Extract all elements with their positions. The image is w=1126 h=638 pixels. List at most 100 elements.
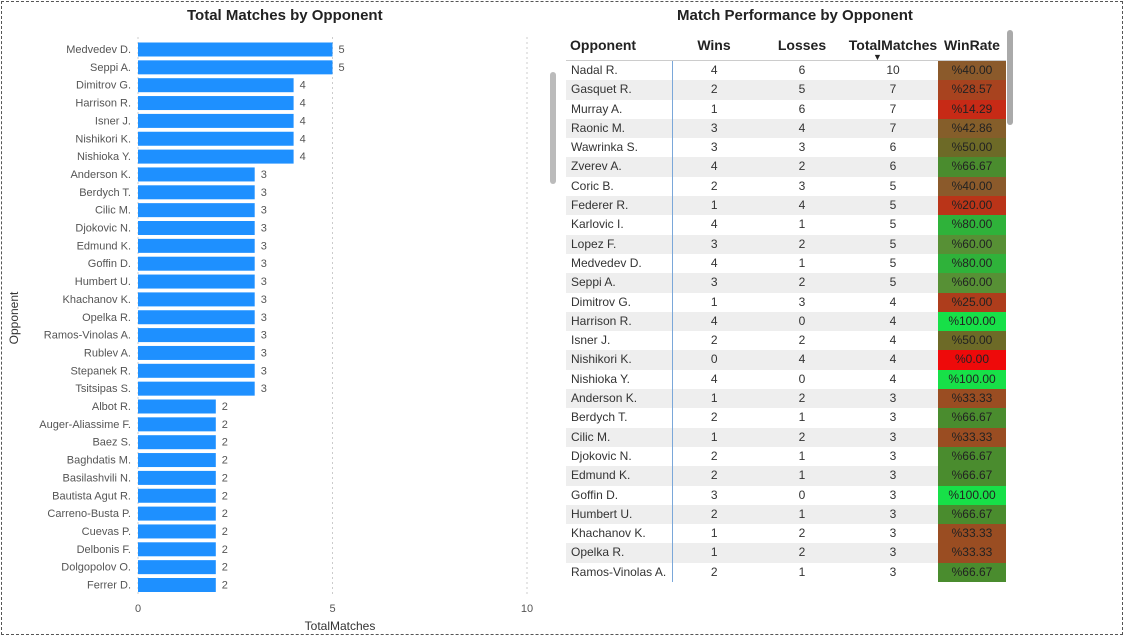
table-row[interactable]: Raonic M. 3 4 7 %42.86	[566, 118, 1006, 139]
cell-opponent: Seppi A.	[566, 273, 673, 293]
bar-value-label: 3	[261, 169, 267, 181]
table-row[interactable]: Federer R. 1 4 5 %20.00	[566, 196, 1006, 216]
bar	[138, 203, 255, 218]
bar	[138, 542, 216, 557]
cell-winrate: %33.33	[938, 389, 1006, 409]
cell-winrate: %80.00	[938, 253, 1006, 274]
cell-opponent: Gasquet R.	[566, 80, 673, 100]
y-category-label: Harrison R.	[75, 98, 131, 110]
bar	[138, 506, 216, 521]
table-row[interactable]: Isner J. 2 2 4 %50.00	[566, 331, 1006, 351]
cell-opponent: Humbert U.	[566, 504, 673, 525]
bar	[138, 488, 216, 503]
cell-losses: 1	[798, 410, 806, 425]
cell-winrate: %66.67	[938, 504, 1006, 525]
table-row[interactable]: Ramos-Vinolas A. 2 1 3 %66.67	[566, 562, 1006, 583]
column-header-opponent[interactable]: Opponent	[566, 30, 672, 61]
cell-total-matches: 5	[848, 196, 938, 216]
cell-winrate: %60.00	[938, 234, 1006, 254]
cell-losses: 1	[798, 564, 806, 579]
y-category-label: Berdych T.	[79, 187, 131, 199]
sort-descending-icon[interactable]: ▼	[873, 52, 882, 62]
table-row[interactable]: Edmund K. 2 1 3 %66.67	[566, 466, 1006, 486]
cell-total-matches: 7	[889, 101, 897, 116]
table-row[interactable]: Coric B. 2 3 5 %40.00	[566, 176, 1006, 197]
table-row[interactable]: Wawrinka S. 3 3 6 %50.00	[566, 138, 1006, 158]
table-row[interactable]: Dimitrov G. 1 3 4 %25.00	[566, 292, 1006, 312]
column-header-losses[interactable]: Losses	[756, 30, 848, 61]
table-row[interactable]: Berdych T. 2 1 3 %66.67	[566, 408, 1006, 428]
cell-winrate: %100.00	[938, 485, 1006, 505]
cell-opponent: Isner J.	[566, 331, 673, 351]
bar-chart-scrollbar-thumb[interactable]	[550, 72, 556, 184]
cell-losses: 2	[756, 427, 848, 447]
bar	[138, 399, 216, 414]
table-row[interactable]: Zverev A. 4 2 6 %66.67	[566, 157, 1006, 177]
cell-winrate: %66.67	[938, 446, 1006, 467]
bar	[138, 113, 294, 128]
cell-opponent: Zverev A.	[566, 157, 673, 177]
bar	[138, 470, 216, 485]
bar	[138, 256, 255, 271]
cell-winrate: %40.00	[938, 176, 1006, 197]
cell-wins: 4	[710, 255, 718, 270]
table-row[interactable]: Nishioka Y. 4 0 4 %100.00	[566, 369, 1006, 390]
table-row[interactable]: Medvedev D. 4 1 5 %80.00	[566, 253, 1006, 274]
table-title: Match Performance by Opponent	[677, 7, 913, 24]
bar-chart-title: Total Matches by Opponent	[187, 7, 383, 24]
cell-wins: 4	[710, 217, 718, 232]
bar-value-label: 3	[261, 347, 267, 359]
bar-value-label: 5	[339, 44, 345, 56]
cell-wins: 1	[672, 196, 756, 216]
bar	[138, 185, 255, 200]
table-row[interactable]: Karlovic I. 4 1 5 %80.00	[566, 215, 1006, 235]
cell-wins: 1	[710, 101, 718, 116]
bar	[138, 42, 333, 57]
y-category-label: Khachanov K.	[63, 294, 132, 306]
cell-opponent: Khachanov K.	[566, 524, 673, 544]
cell-winrate: %25.00	[938, 292, 1006, 312]
y-category-label: Baghdatis M.	[67, 455, 131, 467]
bar-value-label: 2	[222, 526, 228, 538]
table-row[interactable]: Cilic M. 1 2 3 %33.33	[566, 427, 1006, 447]
cell-wins: 1	[672, 427, 756, 447]
y-category-label: Stepanek R.	[70, 365, 131, 377]
bar	[138, 560, 216, 575]
x-axis-label: TotalMatches	[305, 619, 376, 633]
table-row[interactable]: Anderson K. 1 2 3 %33.33	[566, 389, 1006, 409]
y-category-label: Nishikori K.	[75, 133, 131, 145]
cell-losses: 4	[756, 118, 848, 139]
cell-wins: 1	[672, 389, 756, 409]
table-row[interactable]: Murray A. 1 6 7 %14.29	[566, 99, 1006, 119]
table-row[interactable]: Humbert U. 2 1 3 %66.67	[566, 504, 1006, 525]
table-row[interactable]: Nadal R. 4 6 10 %40.00	[566, 60, 1006, 81]
cell-losses: 3	[798, 294, 806, 309]
column-header-label: WinRate	[944, 37, 1000, 53]
table-row[interactable]: Khachanov K. 1 2 3 %33.33	[566, 524, 1006, 544]
y-category-label: Medvedev D.	[66, 44, 131, 56]
bar-value-label: 4	[300, 151, 306, 163]
cell-total-matches: 3	[848, 427, 938, 447]
table-row[interactable]: Goffin D. 3 0 3 %100.00	[566, 485, 1006, 505]
cell-total-matches: 4	[889, 371, 897, 386]
y-category-label: Tsitsipas S.	[75, 383, 131, 395]
column-header-winrate[interactable]: WinRate	[938, 30, 1006, 61]
column-header-wins[interactable]: Wins	[672, 30, 756, 61]
bar-value-label: 2	[222, 580, 228, 592]
cell-losses: 6	[798, 101, 806, 116]
table-scrollbar-thumb[interactable]	[1007, 30, 1013, 125]
table-row[interactable]: Harrison R. 4 0 4 %100.00	[566, 311, 1006, 332]
table-row[interactable]: Djokovic N. 2 1 3 %66.67	[566, 446, 1006, 467]
cell-wins: 3	[672, 273, 756, 293]
table-row[interactable]: Gasquet R. 2 5 7 %28.57	[566, 80, 1006, 100]
y-category-label: Humbert U.	[75, 276, 131, 288]
table-row[interactable]: Lopez F. 3 2 5 %60.00	[566, 234, 1006, 254]
column-header-total-matches[interactable]: TotalMatches ▼	[848, 30, 938, 62]
table-row[interactable]: Nishikori K. 0 4 4 %0.00	[566, 350, 1006, 370]
bar-value-label: 3	[261, 312, 267, 324]
table-row[interactable]: Opelka R. 1 2 3 %33.33	[566, 543, 1006, 563]
cell-opponent: Opelka R.	[566, 543, 673, 563]
table-row[interactable]: Seppi A. 3 2 5 %60.00	[566, 273, 1006, 293]
bar-value-label: 3	[261, 205, 267, 217]
cell-losses: 6	[798, 63, 806, 77]
